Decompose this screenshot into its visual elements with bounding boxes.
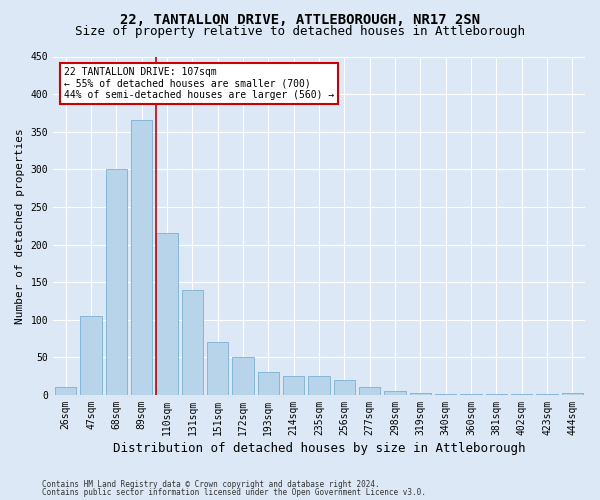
Bar	[485, 394, 507, 395]
X-axis label: Distribution of detached houses by size in Attleborough: Distribution of detached houses by size …	[113, 442, 525, 455]
Bar	[156, 233, 178, 395]
Text: 22, TANTALLON DRIVE, ATTLEBOROUGH, NR17 2SN: 22, TANTALLON DRIVE, ATTLEBOROUGH, NR17 …	[120, 12, 480, 26]
Bar	[283, 376, 304, 395]
Bar	[308, 376, 330, 395]
Text: Contains public sector information licensed under the Open Government Licence v3: Contains public sector information licen…	[42, 488, 426, 497]
Bar	[384, 391, 406, 395]
Bar	[435, 394, 457, 395]
Bar	[562, 394, 583, 395]
Text: Size of property relative to detached houses in Attleborough: Size of property relative to detached ho…	[75, 25, 525, 38]
Y-axis label: Number of detached properties: Number of detached properties	[15, 128, 25, 324]
Bar	[511, 394, 532, 395]
Text: Contains HM Land Registry data © Crown copyright and database right 2024.: Contains HM Land Registry data © Crown c…	[42, 480, 380, 489]
Bar	[182, 290, 203, 395]
Bar	[460, 394, 482, 395]
Text: 22 TANTALLON DRIVE: 107sqm
← 55% of detached houses are smaller (700)
44% of sem: 22 TANTALLON DRIVE: 107sqm ← 55% of deta…	[64, 66, 334, 100]
Bar	[536, 394, 558, 395]
Bar	[106, 170, 127, 395]
Bar	[257, 372, 279, 395]
Bar	[55, 388, 76, 395]
Bar	[232, 358, 254, 395]
Bar	[359, 388, 380, 395]
Bar	[334, 380, 355, 395]
Bar	[207, 342, 229, 395]
Bar	[410, 394, 431, 395]
Bar	[131, 120, 152, 395]
Bar	[80, 316, 102, 395]
